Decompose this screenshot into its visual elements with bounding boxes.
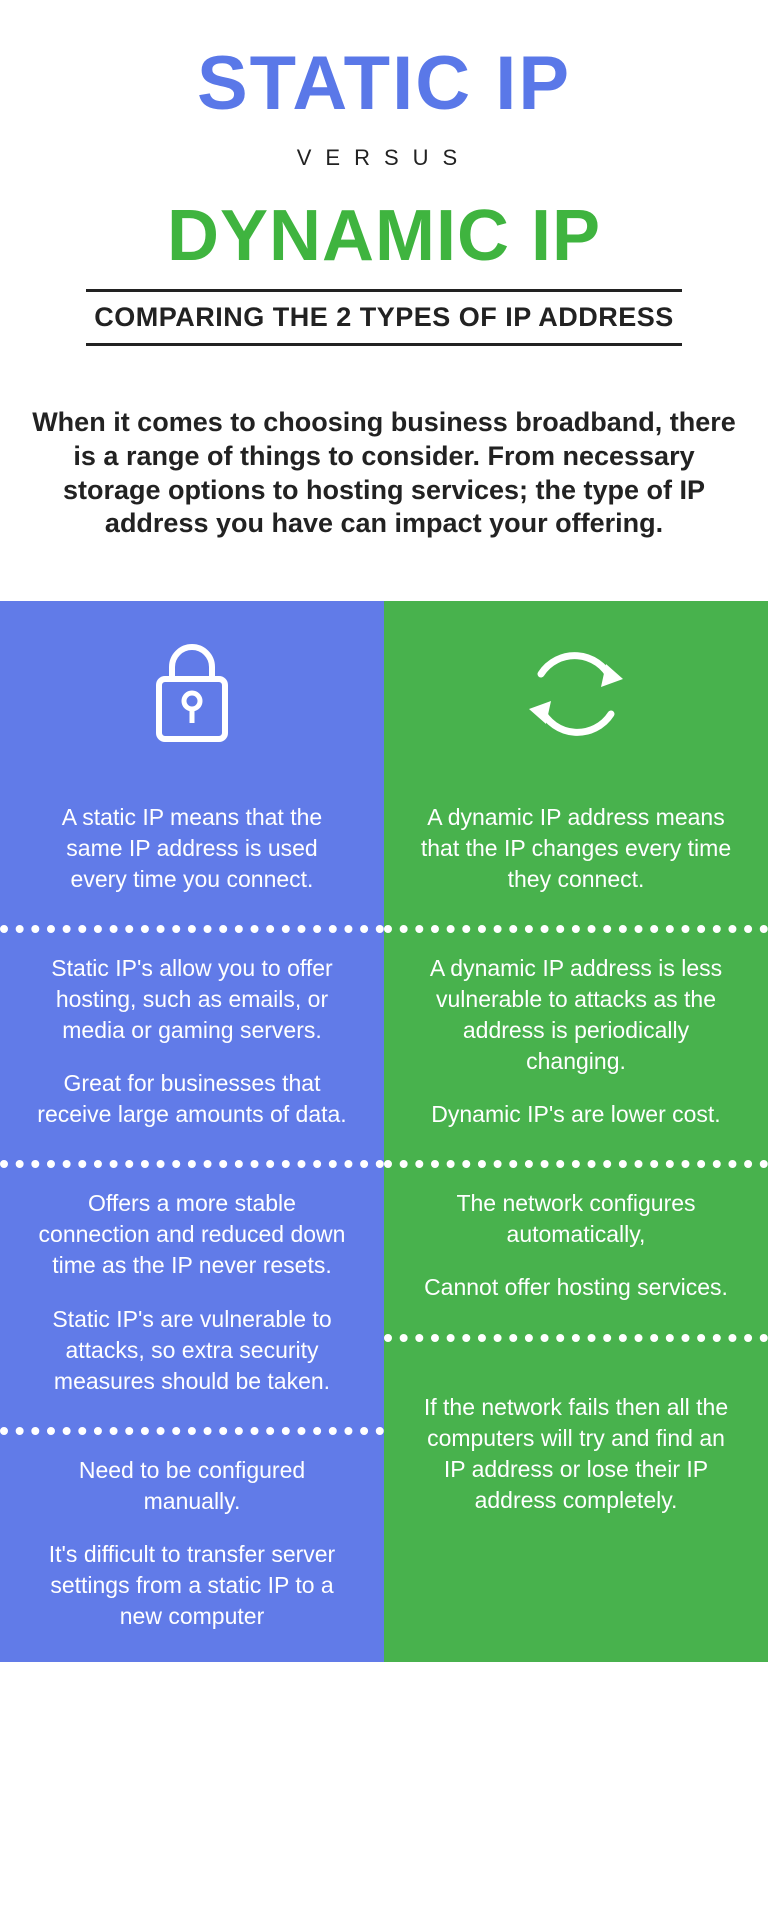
dynamic-section-2: The network configures automatically, Ca… <box>384 1168 768 1333</box>
dynamic-text: The network configures automatically, <box>420 1188 732 1250</box>
static-section-2: Offers a more stable connection and redu… <box>0 1168 384 1426</box>
static-text: Great for businesses that receive large … <box>36 1068 348 1130</box>
divider <box>0 925 384 933</box>
dynamic-section-0: A dynamic IP address means that the IP c… <box>384 782 768 925</box>
subtitle: COMPARING THE 2 TYPES OF IP ADDRESS <box>86 289 682 346</box>
header: STATIC IP VERSUS DYNAMIC IP COMPARING TH… <box>0 0 768 376</box>
dynamic-text: A dynamic IP address means that the IP c… <box>420 802 732 895</box>
refresh-icon <box>384 601 768 782</box>
dynamic-text: Cannot offer hosting services. <box>420 1272 732 1303</box>
divider <box>384 925 768 933</box>
static-section-0: A static IP means that the same IP addre… <box>0 782 384 925</box>
static-section-3: Need to be configured manually. It's dif… <box>0 1435 384 1662</box>
versus-label: VERSUS <box>40 145 728 171</box>
dynamic-text: Dynamic IP's are lower cost. <box>420 1099 732 1130</box>
static-section-1: Static IP's allow you to offer hosting, … <box>0 933 384 1160</box>
divider <box>384 1334 768 1342</box>
comparison-columns: A static IP means that the same IP addre… <box>0 601 768 1662</box>
lock-icon <box>0 601 384 782</box>
static-column: A static IP means that the same IP addre… <box>0 601 384 1662</box>
static-text: Static IP's allow you to offer hosting, … <box>36 953 348 1046</box>
static-text: A static IP means that the same IP addre… <box>36 802 348 895</box>
static-text: Need to be configured manually. <box>36 1455 348 1517</box>
title-dynamic: DYNAMIC IP <box>40 195 728 277</box>
divider <box>0 1427 384 1435</box>
static-text: Static IP's are vulnerable to attacks, s… <box>36 1304 348 1397</box>
divider <box>384 1160 768 1168</box>
infographic-page: STATIC IP VERSUS DYNAMIC IP COMPARING TH… <box>0 0 768 1662</box>
dynamic-section-1: A dynamic IP address is less vulnerable … <box>384 933 768 1160</box>
dynamic-text: If the network fails then all the comput… <box>420 1392 732 1516</box>
dynamic-section-3: If the network fails then all the comput… <box>384 1342 768 1566</box>
dynamic-text: A dynamic IP address is less vulnerable … <box>420 953 732 1077</box>
title-static: STATIC IP <box>40 40 728 127</box>
divider <box>0 1160 384 1168</box>
dynamic-column: A dynamic IP address means that the IP c… <box>384 601 768 1662</box>
intro-text: When it comes to choosing business broad… <box>0 376 768 601</box>
static-text: Offers a more stable connection and redu… <box>36 1188 348 1281</box>
static-text: It's difficult to transfer server settin… <box>36 1539 348 1632</box>
